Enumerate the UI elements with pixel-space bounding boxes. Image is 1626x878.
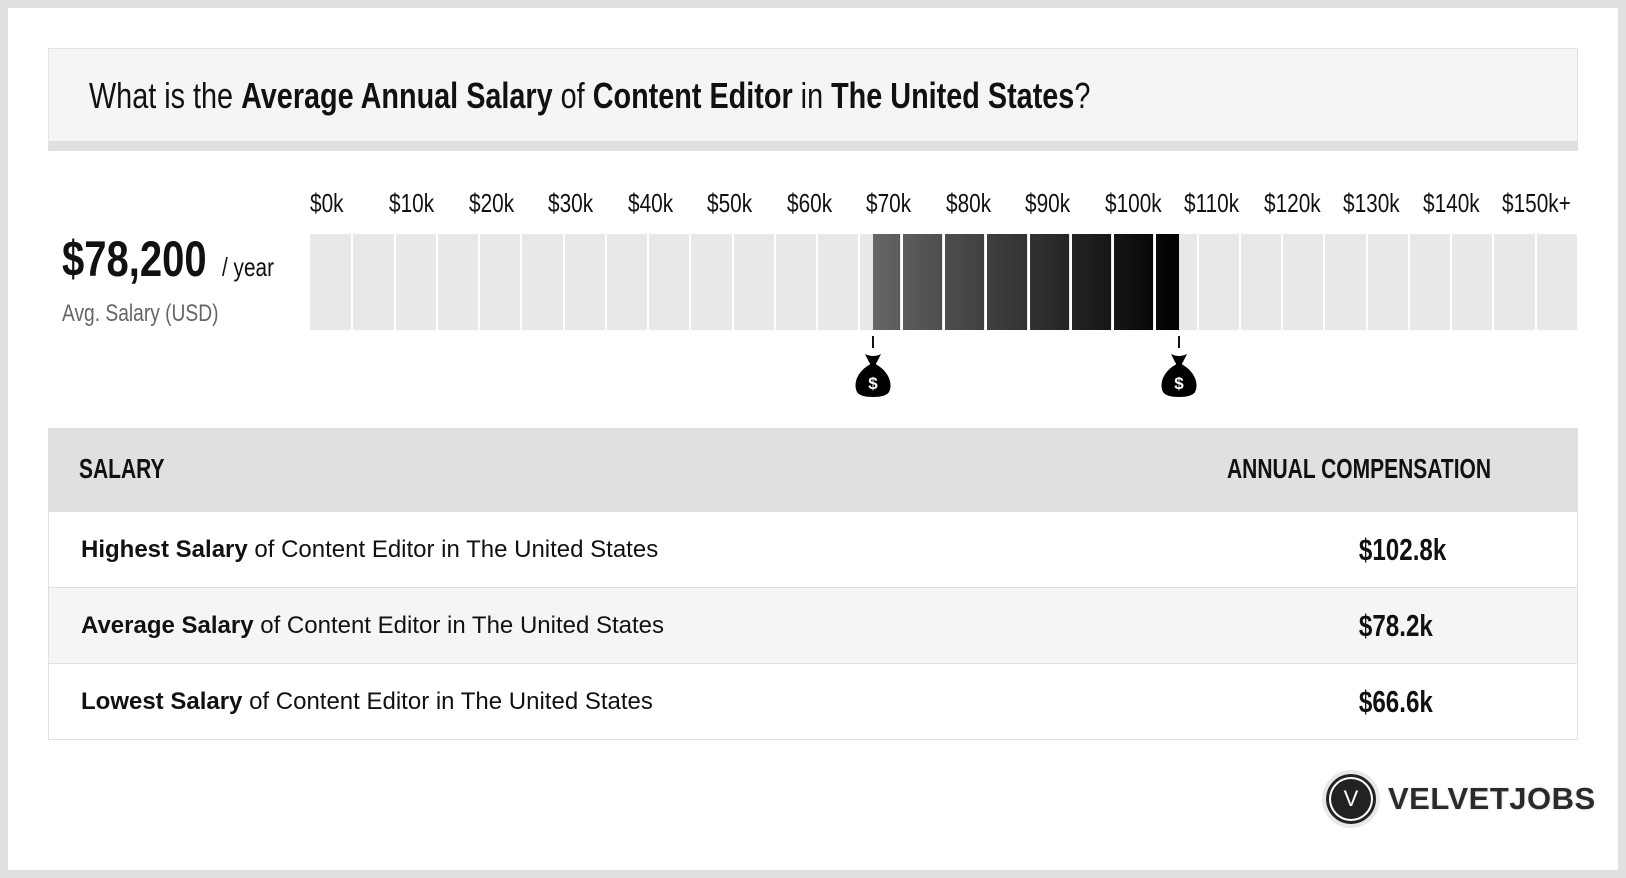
salary-bin: [1240, 234, 1282, 330]
svg-text:$: $: [868, 374, 878, 393]
salary-bin: [1198, 234, 1239, 330]
average-amount: $78,200: [62, 231, 207, 287]
salary-bin: [1452, 234, 1493, 330]
salary-bin: [818, 234, 859, 330]
tick-label: $30k: [548, 188, 594, 218]
question-header: What is the Average Annual Salary of Con…: [48, 48, 1578, 151]
salary-range-fill: [1029, 234, 1069, 330]
salary-bin: [480, 234, 521, 330]
title-bold-metric: Average Annual Salary: [241, 75, 553, 116]
salary-bin: [1325, 234, 1366, 330]
tick-label: $90k: [1025, 188, 1071, 218]
tick-label: $40k: [627, 188, 673, 218]
average-label: Avg. Salary (USD): [62, 300, 219, 327]
salary-axis-ticks: $0k $10k $20k $30k $40k $50k $60k $70k $80k $90k $…: [310, 188, 1578, 218]
title-bold-job: Content Editor: [592, 75, 793, 116]
tick-label: $10k: [389, 188, 435, 218]
salary-bin: [691, 234, 732, 330]
salary-range-fill: [945, 234, 985, 330]
salary-bin: [1494, 234, 1535, 330]
salary-bin: [1409, 234, 1451, 330]
salary-bin: [775, 234, 817, 330]
salary-bin: [649, 234, 690, 330]
value-highest: $102.8k: [1358, 532, 1447, 567]
value-lowest: $66.6k: [1358, 684, 1433, 719]
salary-table: SALARY ANNUAL COMPENSATION Highest Salar…: [48, 428, 1578, 740]
salary-bin: [1367, 234, 1408, 330]
salary-bin: [522, 234, 563, 330]
average-summary: $78,200 / year Avg. Salary (USD): [62, 230, 274, 327]
money-bag-icon: $: [1159, 352, 1199, 398]
tick-label: $140k: [1422, 188, 1480, 218]
logo-wordmark: VELVETJOBS: [1388, 781, 1596, 816]
salary-range-fill: [1071, 234, 1112, 330]
table-header: SALARY ANNUAL COMPENSATION: [49, 429, 1577, 511]
tick-label: $70k: [866, 188, 912, 218]
velvetjobs-logo[interactable]: V VELVETJOBS: [1322, 770, 1596, 828]
tick-label: $100k: [1104, 188, 1162, 218]
salary-range-bar: [310, 234, 1578, 330]
tick-label: $150k+: [1502, 188, 1571, 218]
money-bag-icon: $: [853, 352, 893, 398]
period-label: / year: [222, 252, 275, 282]
table-row-lowest: Lowest Salary of Content Editor in The U…: [49, 663, 1577, 739]
logo-mark-icon: V: [1322, 770, 1380, 828]
tick-label: $80k: [945, 188, 991, 218]
col-header-compensation: ANNUAL COMPENSATION: [1227, 453, 1492, 484]
low-marker-tick: [871, 336, 874, 348]
title-bold-location: The United States: [831, 75, 1075, 116]
col-header-salary: SALARY: [79, 453, 165, 484]
tick-label: $50k: [707, 188, 753, 218]
tick-label: $110k: [1184, 188, 1240, 218]
tick-label: $0k: [310, 188, 344, 218]
salary-range-fill: [1114, 234, 1154, 330]
salary-range-fill: [1156, 234, 1179, 330]
salary-bin: [564, 234, 605, 330]
salary-range-fill: [872, 234, 900, 330]
salary-bin: [606, 234, 648, 330]
tick-label: $130k: [1343, 188, 1400, 218]
salary-bin: [395, 234, 436, 330]
salary-bin: [353, 234, 394, 330]
salary-range-fill: [987, 234, 1027, 330]
tick-label: $120k: [1263, 188, 1321, 218]
tick-label: $60k: [786, 188, 832, 218]
salary-bin: [1283, 234, 1324, 330]
salary-bin: [733, 234, 774, 330]
tick-label: $20k: [468, 188, 515, 218]
table-row-average: Average Salary of Content Editor in The …: [49, 587, 1577, 663]
question-title: What is the Average Annual Salary of Con…: [89, 75, 1091, 116]
high-marker-tick: [1178, 336, 1180, 348]
salary-bin: [1536, 234, 1577, 330]
salary-bin: [437, 234, 479, 330]
table-row-highest: Highest Salary of Content Editor in The …: [49, 511, 1577, 587]
svg-text:$: $: [1174, 374, 1184, 393]
salary-bin: [310, 234, 352, 330]
value-average: $78.2k: [1358, 608, 1433, 643]
salary-range-fill: [902, 234, 942, 330]
